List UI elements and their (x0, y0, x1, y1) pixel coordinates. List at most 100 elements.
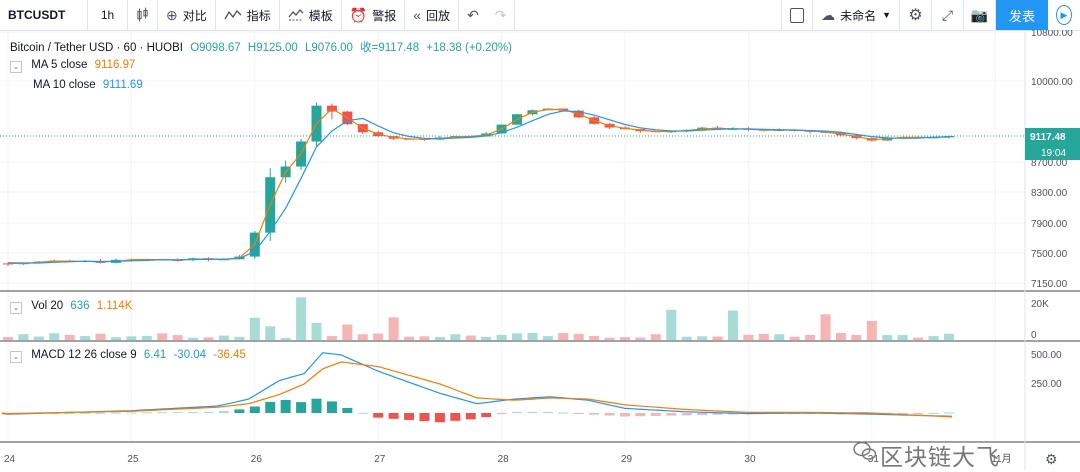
macd-histogram-bar (913, 413, 924, 414)
macd-histogram-bar (558, 412, 569, 414)
price-tick-label: 10000.00 (1031, 77, 1073, 88)
volume-bar (712, 336, 723, 340)
redo-button[interactable]: ↷ (487, 0, 516, 30)
volume-bar (743, 334, 754, 340)
macd-histogram-bar (434, 413, 445, 423)
play-button[interactable]: ▶ (1048, 0, 1080, 30)
candles-icon (137, 7, 148, 22)
volume-bar (620, 337, 630, 340)
vol-value-2: 1.114K (96, 300, 133, 312)
redo-icon: ↷ (494, 6, 507, 23)
ma10-label: MA 10 close (33, 79, 96, 91)
volume-bar (697, 336, 708, 340)
time-tick-label: 30 (744, 454, 756, 465)
macd-histogram-bar (157, 412, 168, 414)
main-legend: Bitcoin / Tether USD · 60 · HUOBI O9098.… (10, 39, 512, 55)
fullscreen-layout-button[interactable] (781, 0, 814, 30)
collapse-icon[interactable]: ⌄ (10, 302, 22, 314)
time-tick-label: 29 (621, 454, 633, 465)
chart-area[interactable]: 10800.00 10000.00 8700.00 8300.00 7900.00 750… (0, 30, 1080, 470)
compare-button[interactable]: ⊕ 对比 (158, 0, 216, 30)
collapse-icon[interactable]: ⌄ (10, 351, 22, 363)
indicators-button[interactable]: 指标 (216, 0, 280, 30)
templates-label: 模板 (308, 8, 333, 23)
macd-histogram-bar (542, 411, 553, 413)
candle-body (3, 263, 13, 265)
countdown-tag (1025, 143, 1080, 160)
macd-signal-line (1, 361, 953, 418)
watermark-text: 区块链大飞 (880, 444, 1000, 470)
macd-histogram-bar (620, 413, 630, 417)
replay-label: 回放 (426, 8, 451, 23)
volume-bar (650, 334, 661, 340)
axis-settings-icon: ⚙ (1045, 451, 1058, 467)
ma10-legend: MA 10 close 9111.69 (33, 79, 143, 91)
macd-histogram-bar (465, 413, 476, 420)
volume-bar (512, 333, 523, 340)
camera-icon: 📷 (970, 6, 989, 23)
indicators-label: 指标 (246, 8, 271, 23)
ma5-line (7, 107, 949, 265)
volume-bar (311, 322, 322, 340)
candlesticks (3, 102, 954, 266)
volume-bar (897, 335, 908, 340)
volume-bar (265, 326, 276, 340)
volume-bar (388, 317, 399, 340)
axes: 10800.00 10000.00 8700.00 8300.00 7900.00 750… (0, 30, 1080, 467)
fullscreen-button[interactable]: ⤢ (932, 0, 964, 30)
volume-bar (218, 335, 229, 340)
macd-histogram-bar (496, 413, 507, 415)
alerts-button[interactable]: ⏰ 警报 (342, 0, 406, 30)
collapse-icon[interactable]: ⌄ (10, 61, 22, 73)
countdown-label: 19:04 (1041, 148, 1066, 159)
settings-button[interactable]: ⚙ (900, 0, 932, 30)
price-tick-label: 10800.00 (1031, 30, 1073, 39)
macd-histogram-bar (650, 413, 661, 416)
volume-bar (866, 320, 877, 340)
volume-bar (3, 336, 13, 340)
publish-button[interactable]: 发表 (996, 0, 1048, 30)
macd-histogram-bar (188, 412, 199, 414)
volume-bar (496, 334, 507, 340)
legend-low: L9076.00 (304, 42, 353, 54)
volume-bar (527, 333, 538, 340)
plus-circle-icon: ⊕ (166, 6, 178, 23)
time-tick-label: 28 (498, 454, 510, 465)
macd-histogram-bar (712, 413, 723, 415)
volume-bar (18, 334, 29, 340)
macd-legend: ⌄ MACD 12 26 close 9 6.41 -30.04 -36.45 (10, 349, 246, 363)
volume-bar (64, 334, 75, 340)
snapshot-button[interactable]: 📷 (964, 0, 996, 30)
square-icon (790, 7, 805, 23)
volume-bar (635, 337, 646, 340)
macd-histogram-bar (635, 413, 646, 417)
volume-bar (542, 336, 553, 340)
interval-selector[interactable]: 1h (88, 0, 128, 30)
volume-bar (851, 334, 862, 340)
alarm-clock-icon: ⏰ (349, 6, 368, 23)
symbol-selector[interactable]: BTCUSDT (0, 0, 88, 30)
chart-type-button[interactable] (128, 0, 158, 30)
volume-bar (928, 336, 939, 340)
chart-canvas[interactable]: 10800.00 10000.00 8700.00 8300.00 7900.00 750… (0, 30, 1080, 470)
macd-histogram-bar (218, 411, 229, 413)
volume-bar (434, 336, 445, 340)
undo-button[interactable]: ↶ (459, 0, 487, 30)
moving-averages (7, 107, 949, 265)
replay-button[interactable]: « 回放 (405, 0, 460, 30)
time-tick-label: 26 (251, 454, 263, 465)
macd-histogram-bar (172, 412, 183, 414)
macd-histogram-bar (203, 411, 214, 413)
layout-name-button[interactable]: ☁ 未命名 ▼ (813, 0, 900, 30)
macd-pane (1, 352, 954, 423)
macd-histogram-bar (928, 412, 939, 414)
volume-bar (465, 335, 476, 340)
volume-bar (373, 333, 384, 340)
templates-button[interactable]: 模板 (280, 0, 342, 30)
volume-bar (727, 310, 738, 340)
macd-histogram-bar (388, 413, 399, 419)
candle-body (943, 135, 954, 138)
price-tick-label: 7500.00 (1031, 249, 1068, 260)
macd-histogram-bar (481, 413, 492, 418)
volume-bar (805, 335, 816, 340)
